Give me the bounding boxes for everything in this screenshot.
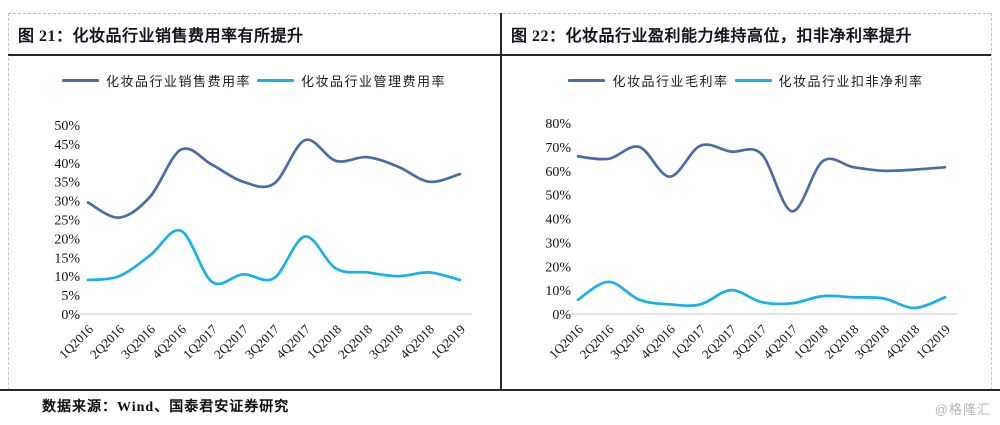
- legend-line-swatch: [568, 78, 606, 82]
- figure-border-right: [991, 13, 992, 390]
- y-axis-tick-label: 25%: [54, 214, 80, 229]
- series-line-0: [86, 138, 462, 219]
- legend-line-swatch: [734, 78, 772, 82]
- legend-item-0: 化妆品行业销售费用率: [61, 71, 251, 90]
- legend-left: 化妆品行业销售费用率 化妆品行业管理费用率: [8, 70, 500, 90]
- figure-border-top: [8, 13, 991, 14]
- y-axis-tick-label: 50%: [54, 119, 80, 134]
- y-axis-tick-label: 40%: [54, 157, 80, 172]
- legend-label: 化妆品行业毛利率: [612, 73, 729, 89]
- y-axis-tick-label: 15%: [54, 251, 80, 266]
- line-chart-left: 0%5%10%15%20%25%30%35%40%45%50%1Q20162Q2…: [54, 119, 472, 362]
- title-underline: [8, 54, 991, 56]
- y-axis-tick-label: 5%: [61, 289, 80, 304]
- y-axis-tick-label: 0%: [552, 308, 571, 323]
- figure-bottom-rule: [0, 389, 1000, 391]
- x-axis-tick-label: 1Q2019: [913, 322, 953, 362]
- legend-item-0: 化妆品行业毛利率: [568, 71, 728, 90]
- y-axis-tick-label: 40%: [545, 213, 571, 228]
- chart-title-right: 图 22：化妆品行业盈利能力维持高位，扣非净利率提升: [511, 28, 913, 45]
- legend-label: 化妆品行业销售费用率: [105, 73, 251, 89]
- chart-panel-left: 图 21：化妆品行业销售费用率有所提升 化妆品行业销售费用率 化妆品行业管理费用率…: [8, 13, 500, 389]
- y-axis-tick-label: 30%: [54, 195, 80, 210]
- data-source-note: 数据来源：Wind、国泰君安证券研究: [42, 400, 290, 415]
- series-line-1: [86, 228, 462, 286]
- legend-item-1: 化妆品行业扣非净利率: [734, 71, 924, 90]
- y-axis-tick-label: 80%: [545, 117, 571, 132]
- legend-line-swatch: [61, 78, 99, 82]
- chart-title-left: 图 21：化妆品行业销售费用率有所提升: [18, 28, 304, 45]
- watermark: @格隆汇: [934, 402, 991, 417]
- y-axis-tick-label: 20%: [545, 260, 571, 275]
- chart-panel-right: 图 22：化妆品行业盈利能力维持高位，扣非净利率提升 化妆品行业毛利率 化妆品行业…: [501, 13, 991, 389]
- series-line-1: [576, 280, 947, 310]
- legend-right: 化妆品行业毛利率 化妆品行业扣非净利率: [501, 70, 991, 90]
- y-axis-tick-label: 20%: [54, 232, 80, 247]
- legend-item-1: 化妆品行业管理费用率: [257, 71, 446, 90]
- y-axis-tick-label: 50%: [545, 189, 571, 204]
- y-axis-tick-label: 0%: [61, 308, 80, 323]
- line-chart-right: 0%10%20%30%40%50%60%70%80%1Q20162Q20163Q…: [545, 117, 957, 362]
- y-axis-tick-label: 30%: [545, 236, 571, 251]
- y-axis-tick-label: 60%: [545, 165, 571, 180]
- y-axis-tick-label: 70%: [545, 141, 571, 156]
- legend-label: 化妆品行业扣非净利率: [778, 73, 924, 89]
- y-axis-tick-label: 10%: [545, 284, 571, 299]
- y-axis-tick-label: 35%: [54, 176, 80, 191]
- legend-line-swatch: [257, 78, 294, 82]
- legend-label: 化妆品行业管理费用率: [301, 73, 447, 89]
- series-line-0: [576, 143, 947, 213]
- panel-divider: [500, 13, 502, 390]
- x-axis-tick-label: 1Q2019: [428, 322, 468, 362]
- y-axis-tick-label: 45%: [54, 138, 80, 153]
- y-axis-tick-label: 10%: [54, 270, 80, 285]
- figure-border-left: [8, 13, 9, 390]
